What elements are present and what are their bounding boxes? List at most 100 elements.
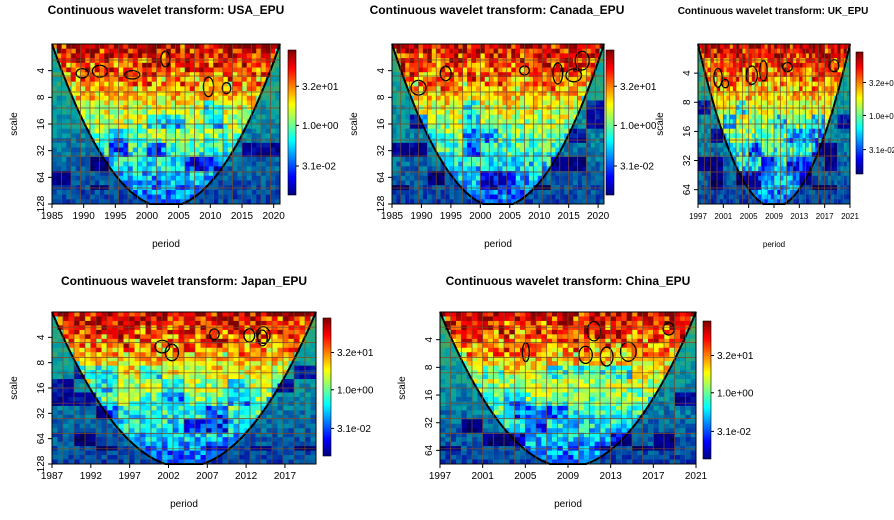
heatmap-cell bbox=[515, 156, 521, 163]
heatmap-cell bbox=[846, 161, 851, 167]
heatmap-cell bbox=[137, 119, 143, 125]
heatmap-cell bbox=[400, 171, 406, 177]
heatmap-cell bbox=[701, 161, 705, 167]
heatmap-cell bbox=[85, 166, 91, 172]
heatmap-cell bbox=[542, 171, 547, 177]
heatmap-cell bbox=[213, 67, 219, 73]
heatmap-cell bbox=[445, 124, 450, 130]
heatmap-cell bbox=[242, 114, 248, 120]
heatmap-cell bbox=[524, 76, 530, 83]
heatmap-cell bbox=[392, 171, 397, 177]
heatmap-cell bbox=[418, 199, 424, 205]
heatmap-cell bbox=[736, 189, 740, 195]
heatmap-cell bbox=[786, 161, 791, 167]
heatmap-cell bbox=[767, 44, 772, 50]
heatmap-cell bbox=[837, 147, 841, 153]
heatmap-cell bbox=[61, 76, 67, 83]
heatmap-cell bbox=[199, 72, 205, 78]
y-tick-label: 8 bbox=[36, 94, 47, 100]
heatmap-cell bbox=[118, 58, 124, 64]
heatmap-cell bbox=[237, 171, 243, 177]
heatmap-cell bbox=[546, 48, 552, 54]
heatmap-cell bbox=[745, 194, 750, 200]
heatmap-cell bbox=[511, 100, 517, 106]
heatmap-cell bbox=[511, 133, 517, 139]
heatmap-cell bbox=[204, 189, 210, 195]
heatmap-cell bbox=[717, 128, 721, 134]
heatmap-cell bbox=[489, 100, 494, 106]
heatmap-cell bbox=[480, 67, 486, 73]
heatmap-cell bbox=[445, 138, 450, 144]
heatmap-cell bbox=[467, 44, 472, 50]
heatmap-cell bbox=[528, 194, 534, 200]
heatmap-cell bbox=[156, 109, 162, 115]
heatmap-cell bbox=[436, 44, 441, 50]
heatmap-cell bbox=[142, 67, 148, 73]
heatmap-cell bbox=[577, 53, 583, 59]
heatmap-cell bbox=[199, 119, 205, 125]
heatmap-cell bbox=[113, 128, 119, 134]
heatmap-cell bbox=[767, 175, 772, 181]
heatmap-cell bbox=[732, 44, 737, 50]
heatmap-cell bbox=[396, 86, 402, 92]
heatmap-cell bbox=[542, 152, 547, 158]
heatmap-cell bbox=[194, 152, 200, 158]
heatmap-cell bbox=[75, 199, 81, 205]
heatmap-cell bbox=[755, 152, 759, 158]
heatmap-cell bbox=[837, 67, 841, 73]
heatmap-cell bbox=[704, 124, 708, 130]
heatmap-cell bbox=[414, 199, 419, 205]
heatmap-cell bbox=[396, 100, 402, 106]
heatmap-cell bbox=[564, 180, 570, 186]
heatmap-cell bbox=[265, 142, 271, 148]
heatmap-cell bbox=[194, 119, 200, 125]
heatmap-cell bbox=[805, 76, 810, 83]
heatmap-cell bbox=[698, 133, 702, 139]
heatmap-cell bbox=[467, 62, 472, 68]
heatmap-cell bbox=[56, 109, 62, 115]
heatmap-cell bbox=[445, 62, 450, 68]
heatmap-cell bbox=[520, 138, 525, 144]
heatmap-cell bbox=[166, 180, 172, 186]
heatmap-cell bbox=[498, 156, 503, 163]
heatmap-cell bbox=[789, 44, 794, 50]
heatmap-cell bbox=[502, 133, 508, 139]
heatmap-cell bbox=[824, 189, 829, 195]
heatmap-cell bbox=[707, 194, 712, 200]
heatmap-cell bbox=[710, 53, 715, 59]
heatmap-cell bbox=[573, 194, 578, 200]
heatmap-cell bbox=[831, 81, 835, 87]
heatmap-cell bbox=[564, 152, 570, 158]
heatmap-cell bbox=[462, 119, 468, 125]
heatmap-cell bbox=[808, 138, 813, 144]
heatmap-cell bbox=[577, 58, 583, 64]
heatmap-cell bbox=[246, 175, 252, 181]
heatmap-cell bbox=[506, 67, 512, 73]
heatmap-cell bbox=[710, 86, 715, 92]
heatmap-cell bbox=[498, 147, 503, 153]
heatmap-cell bbox=[537, 138, 543, 144]
heatmap-cell bbox=[524, 189, 530, 195]
heatmap-cell bbox=[515, 194, 521, 200]
heatmap-cell bbox=[564, 48, 570, 54]
heatmap-cell bbox=[767, 114, 772, 120]
heatmap-cell bbox=[213, 194, 219, 200]
heatmap-cell bbox=[194, 147, 200, 153]
heatmap-cell bbox=[736, 114, 740, 120]
heatmap-cell bbox=[524, 95, 530, 101]
heatmap-cell bbox=[564, 114, 570, 120]
heatmap-cell bbox=[831, 72, 835, 78]
heatmap-cell bbox=[755, 180, 759, 186]
heatmap-cell bbox=[802, 189, 807, 195]
heatmap-cell bbox=[147, 86, 153, 92]
heatmap-cell bbox=[484, 147, 490, 153]
heatmap-cell bbox=[506, 161, 512, 167]
heatmap-cell bbox=[520, 48, 525, 54]
heatmap-cell bbox=[827, 53, 832, 59]
heatmap-cell bbox=[199, 67, 205, 73]
heatmap-cell bbox=[821, 86, 826, 92]
heatmap-cell bbox=[422, 72, 428, 78]
heatmap-cell bbox=[99, 67, 105, 73]
heatmap-cell bbox=[831, 161, 835, 167]
heatmap-cell bbox=[204, 199, 210, 205]
